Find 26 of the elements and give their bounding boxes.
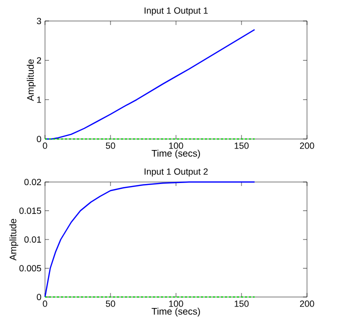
x-tick-label: 200 <box>300 142 314 149</box>
x-tick-label: 150 <box>234 142 249 149</box>
x-tick-label: 0 <box>42 300 48 307</box>
x-tick-label: 50 <box>106 300 116 307</box>
line-series <box>44 181 256 298</box>
x-tick-label: 100 <box>169 142 184 149</box>
x-tick-label: 0 <box>42 142 48 149</box>
chart-title: Input 1 Output 1 <box>144 7 208 16</box>
y-tick-label: 0.015 <box>19 208 42 214</box>
y-tick-label: 0.01 <box>24 236 42 243</box>
y-tick-label: 2 <box>36 57 42 64</box>
x-axis-title: Time (secs) <box>152 308 200 317</box>
y-axis-title: Amplitude <box>26 59 36 102</box>
y-tick-label: 0.02 <box>24 178 42 186</box>
x-axis-title: Time (secs) <box>152 150 200 159</box>
y-tick-label: 0 <box>36 136 42 142</box>
chart-title: Input 1 Output 2 <box>144 168 208 176</box>
y-tick-label: 0 <box>36 294 42 300</box>
x-tick-label: 100 <box>169 300 184 307</box>
x-tick-label: 200 <box>300 300 314 307</box>
y-axis-title: Amplitude <box>9 218 18 261</box>
y-tick-label: 0.005 <box>19 265 42 272</box>
y-tick-label: 1 <box>37 96 42 103</box>
x-tick-label: 50 <box>106 142 116 149</box>
y-tick-label: 3 <box>36 18 42 24</box>
x-tick-label: 150 <box>234 300 249 307</box>
